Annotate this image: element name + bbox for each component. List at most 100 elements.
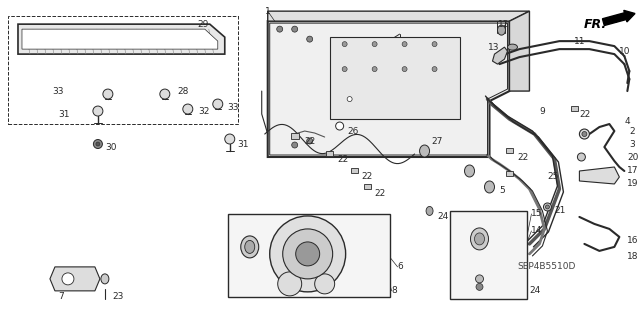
Ellipse shape — [484, 181, 495, 193]
Text: 22: 22 — [305, 137, 316, 145]
Circle shape — [402, 41, 407, 47]
Text: SEP4B5510D: SEP4B5510D — [518, 263, 576, 271]
Polygon shape — [18, 24, 225, 54]
Text: 14: 14 — [531, 226, 543, 235]
Text: 9: 9 — [540, 107, 545, 115]
Circle shape — [103, 89, 113, 99]
Circle shape — [307, 138, 313, 144]
Text: 31: 31 — [58, 109, 70, 119]
Bar — [571, 107, 578, 111]
Circle shape — [476, 283, 483, 290]
Text: 20: 20 — [627, 152, 639, 161]
Ellipse shape — [470, 228, 488, 250]
Circle shape — [335, 122, 344, 130]
Text: 7: 7 — [58, 292, 64, 301]
Circle shape — [212, 99, 223, 109]
Text: 23: 23 — [112, 292, 124, 301]
Circle shape — [269, 216, 346, 292]
Text: 21: 21 — [554, 206, 566, 215]
Circle shape — [582, 131, 587, 137]
Polygon shape — [268, 21, 509, 157]
Polygon shape — [330, 37, 460, 119]
Text: 25: 25 — [547, 173, 559, 182]
Text: 16: 16 — [627, 236, 639, 245]
Ellipse shape — [244, 241, 255, 253]
Bar — [351, 168, 358, 173]
Ellipse shape — [465, 165, 474, 177]
Text: 33: 33 — [228, 102, 239, 112]
Text: 29: 29 — [198, 20, 209, 29]
Polygon shape — [449, 211, 527, 299]
Polygon shape — [493, 47, 508, 64]
Circle shape — [402, 67, 407, 71]
Ellipse shape — [426, 206, 433, 215]
Ellipse shape — [225, 134, 235, 144]
Text: 22: 22 — [374, 189, 386, 198]
Ellipse shape — [93, 106, 103, 116]
Text: 11: 11 — [575, 37, 586, 46]
Text: 3: 3 — [629, 139, 635, 149]
Text: 24: 24 — [529, 286, 541, 295]
Text: 30: 30 — [105, 143, 116, 152]
Circle shape — [307, 36, 313, 42]
Bar — [326, 152, 333, 156]
Text: 2: 2 — [629, 127, 635, 136]
Bar — [364, 184, 371, 189]
Circle shape — [296, 242, 319, 266]
Text: 6: 6 — [397, 263, 403, 271]
Circle shape — [372, 41, 377, 47]
Circle shape — [183, 104, 193, 114]
Circle shape — [432, 67, 437, 71]
Ellipse shape — [508, 44, 518, 50]
Circle shape — [276, 26, 283, 32]
Circle shape — [93, 139, 102, 149]
Text: 12: 12 — [497, 20, 509, 29]
Text: 24: 24 — [438, 212, 449, 221]
Bar — [506, 148, 513, 153]
Circle shape — [315, 274, 335, 294]
Circle shape — [347, 97, 352, 101]
Text: 8: 8 — [392, 286, 397, 295]
Circle shape — [432, 41, 437, 47]
Text: 13: 13 — [488, 43, 499, 52]
Text: 31: 31 — [237, 139, 249, 149]
Text: 19: 19 — [627, 180, 639, 189]
Polygon shape — [509, 11, 529, 91]
Circle shape — [62, 273, 74, 285]
Bar — [8, 16, 237, 124]
Circle shape — [545, 205, 549, 209]
Text: 22: 22 — [362, 173, 373, 182]
Text: 26: 26 — [348, 127, 359, 136]
Circle shape — [283, 229, 333, 279]
Text: 32: 32 — [198, 107, 209, 115]
FancyArrow shape — [602, 10, 635, 26]
Text: 22: 22 — [579, 109, 591, 119]
Text: 33: 33 — [52, 86, 63, 96]
Ellipse shape — [497, 25, 506, 35]
Circle shape — [342, 67, 347, 71]
Text: FR.: FR. — [584, 18, 607, 31]
Ellipse shape — [577, 153, 586, 161]
Circle shape — [278, 272, 301, 296]
FancyArrowPatch shape — [608, 15, 623, 23]
Text: 15: 15 — [531, 210, 543, 219]
Ellipse shape — [101, 274, 109, 284]
Text: 18: 18 — [627, 252, 639, 261]
Polygon shape — [268, 11, 529, 21]
Text: 4: 4 — [625, 116, 630, 126]
Circle shape — [543, 203, 552, 211]
Circle shape — [342, 41, 347, 47]
Polygon shape — [22, 29, 218, 49]
Text: 22: 22 — [518, 152, 529, 161]
Polygon shape — [579, 167, 620, 184]
Text: 1: 1 — [265, 7, 271, 16]
Circle shape — [292, 142, 298, 148]
Text: 5: 5 — [499, 187, 505, 196]
Polygon shape — [228, 214, 390, 297]
Ellipse shape — [474, 233, 484, 245]
Bar — [291, 133, 299, 139]
Bar — [506, 171, 513, 176]
Ellipse shape — [476, 275, 483, 283]
Circle shape — [292, 26, 298, 32]
Circle shape — [372, 67, 377, 71]
